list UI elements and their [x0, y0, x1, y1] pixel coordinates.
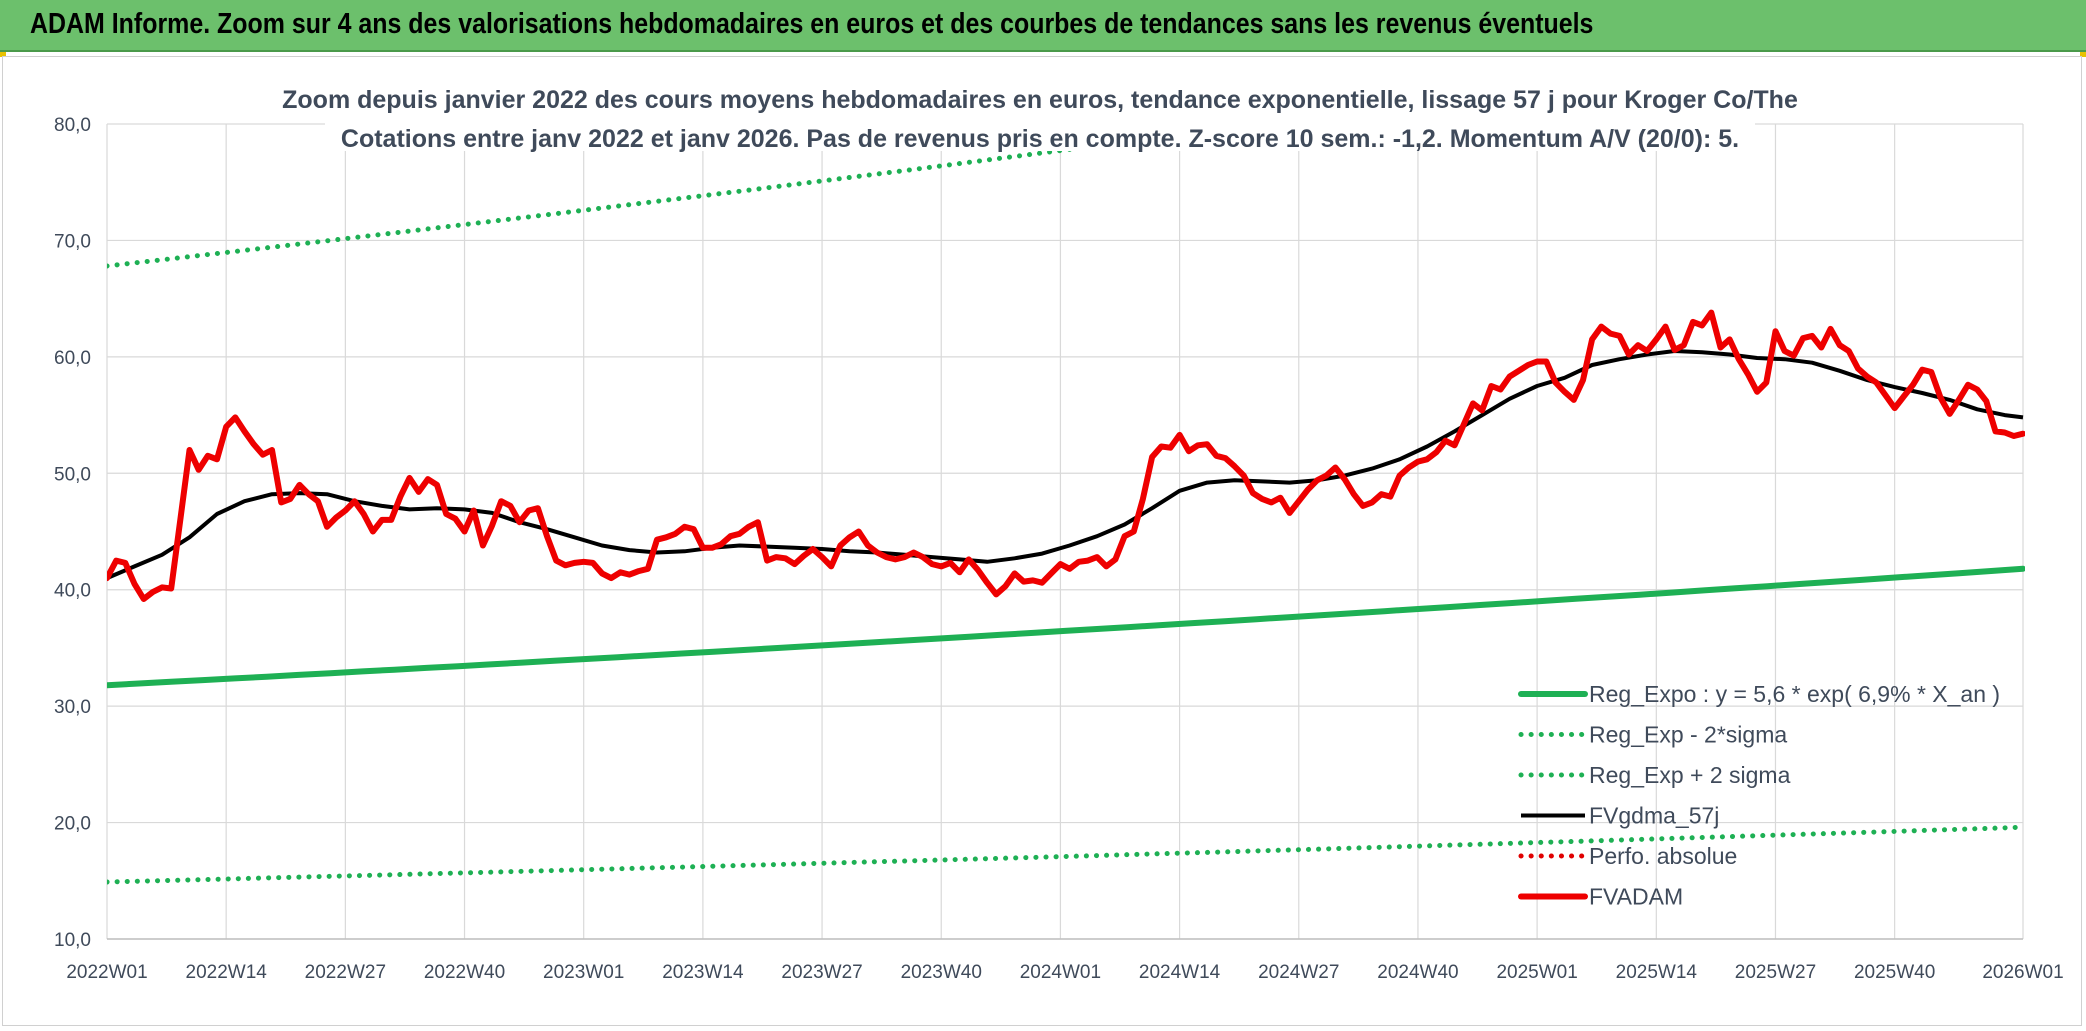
legend: Reg_Expo : y = 5,6 * exp( 6,9% * X_an ) R…: [1518, 681, 2000, 910]
y-tick-label: 60,0: [54, 348, 91, 369]
x-tick-label: 2026W01: [1982, 962, 2063, 983]
x-tick-label: 2025W40: [1854, 962, 1935, 983]
corner-marker-left: [0, 52, 6, 57]
y-tick-label: 20,0: [54, 814, 91, 835]
x-tick-label: 2022W01: [66, 962, 147, 983]
x-tick-label: 2022W27: [305, 962, 386, 983]
legend-label: FVADAM: [1589, 884, 1683, 910]
subtitle-box: [325, 65, 1755, 151]
x-tick-label: 2022W14: [186, 962, 268, 983]
series-line-0: [107, 565, 2025, 689]
chart-subtitle-line-2: Cotations entre janv 2022 et janv 2026. …: [341, 125, 1739, 153]
y-tick-label: 50,0: [54, 464, 91, 485]
x-tick-label: 2025W14: [1616, 962, 1698, 983]
y-tick-label: 80,0: [54, 115, 91, 136]
x-tick-label: 2023W14: [662, 962, 744, 983]
grid: [106, 123, 2024, 940]
x-tick-label: 2025W27: [1735, 962, 1816, 983]
series-line-1: [107, 824, 2025, 885]
series-line-5: [107, 309, 2025, 602]
x-tick-label: 2023W27: [781, 962, 862, 983]
series-layer: [107, 122, 2025, 885]
x-tick-label: 2024W01: [1020, 962, 1101, 983]
y-axis-ticks: 10,0 20,0 30,0 40,0 50,0 60,0 70,0 80,0: [54, 115, 91, 951]
legend-label: Perfo. absolue: [1589, 843, 1737, 869]
legend-label: Reg_Exp - 2*sigma: [1589, 722, 1787, 748]
legend-label: Reg_Exp + 2 sigma: [1589, 762, 1791, 788]
x-tick-label: 2023W01: [543, 962, 624, 983]
page-title: ADAM Informe. Zoom sur 4 ans des valoris…: [30, 8, 1594, 40]
series-line-2: [107, 122, 1297, 269]
y-tick-label: 30,0: [54, 697, 91, 718]
x-tick-label: 2024W14: [1139, 962, 1221, 983]
chart-subtitle-line-1: Zoom depuis janvier 2022 des cours moyen…: [282, 86, 1798, 114]
x-axis-ticks: 2022W01 2022W14 2022W27 2022W40 2023W01 2023W…: [66, 962, 2063, 983]
x-tick-label: 2023W40: [901, 962, 982, 983]
corner-marker-right: [2080, 52, 2086, 57]
line-chart: 10,0 20,0 30,0 40,0 50,0 60,0 70,0 80,0 2022W01…: [54, 65, 2064, 983]
x-tick-label: 2024W27: [1258, 962, 1339, 983]
x-tick-label: 2025W01: [1496, 962, 1577, 983]
header-banner: ADAM Informe. Zoom sur 4 ans des valoris…: [0, 0, 2086, 52]
series-line-3: [107, 349, 2024, 580]
chart-area: 10,0 20,0 30,0 40,0 50,0 60,0 70,0 80,0 2022W01…: [2, 56, 2082, 1026]
legend-label: Reg_Expo : y = 5,6 * exp( 6,9% * X_an ): [1589, 681, 2000, 707]
x-tick-label: 2024W40: [1377, 962, 1458, 983]
x-tick-label: 2022W40: [424, 962, 505, 983]
y-tick-label: 40,0: [54, 581, 91, 602]
y-tick-label: 10,0: [54, 930, 91, 951]
legend-label: FVgdma_57j: [1589, 803, 1719, 829]
y-tick-label: 70,0: [54, 231, 91, 252]
